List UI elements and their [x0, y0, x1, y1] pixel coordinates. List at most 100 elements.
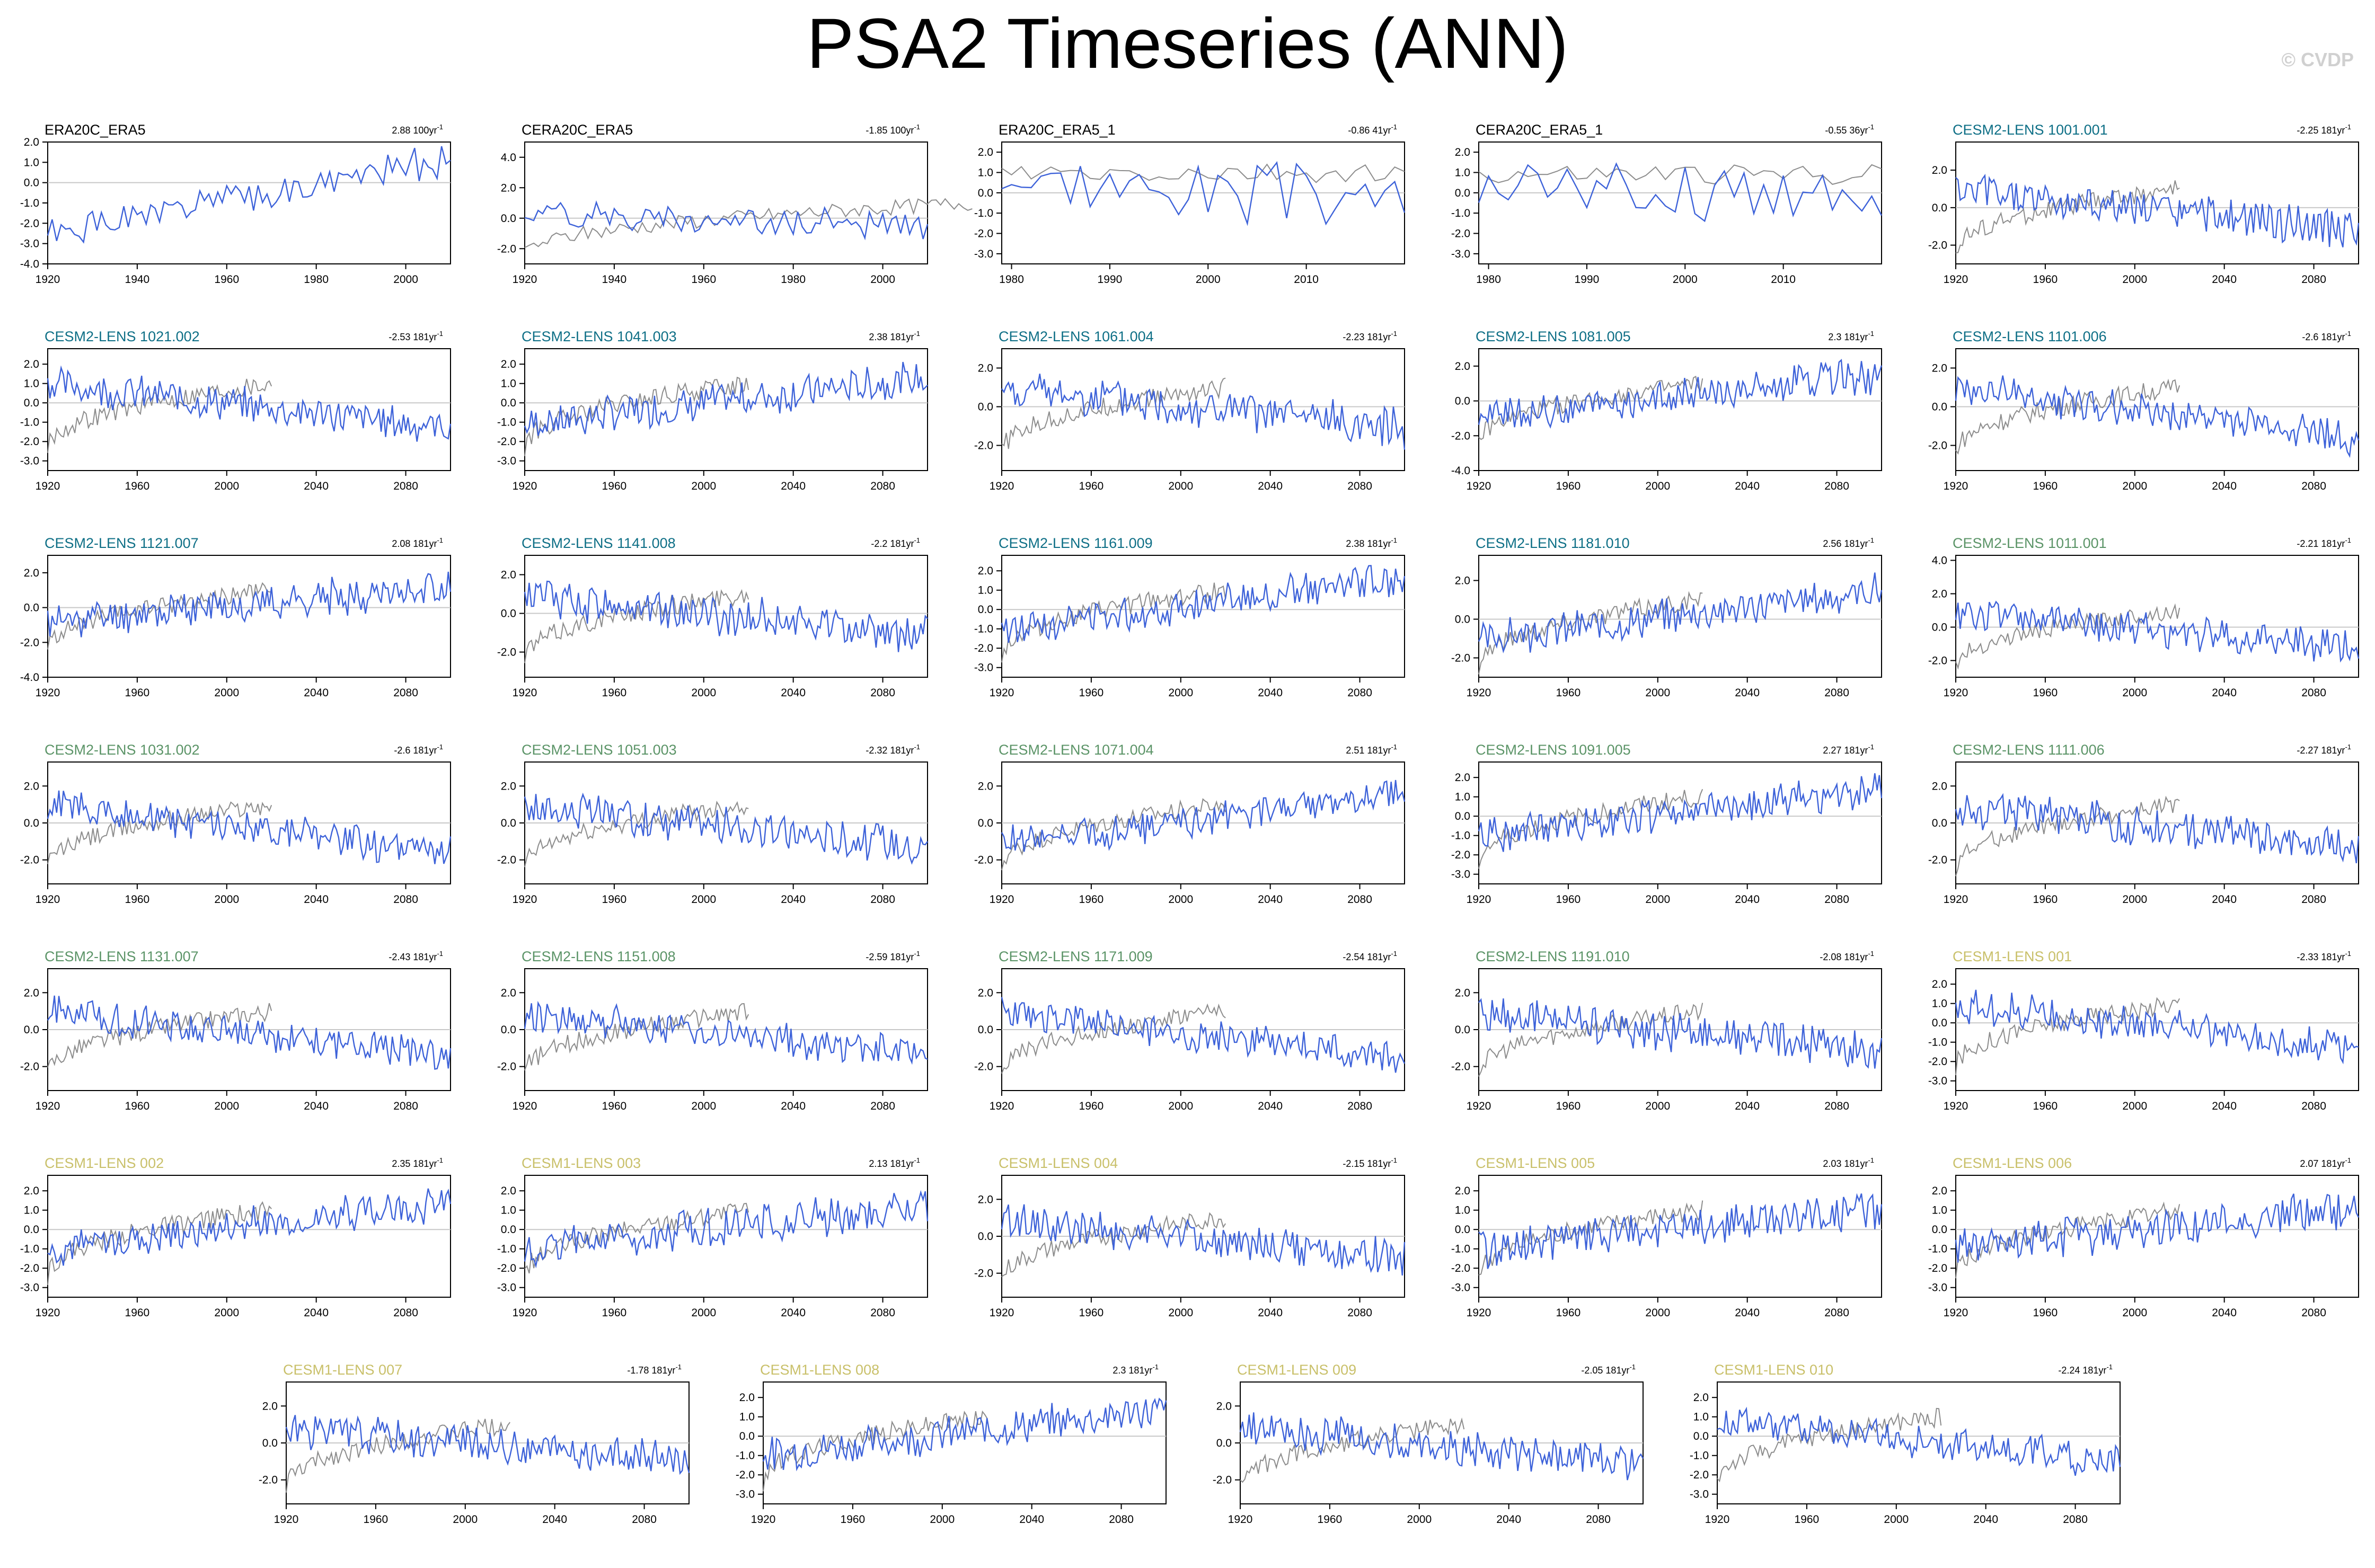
- observed-series-line: [524, 589, 749, 663]
- timeseries-panel: 2.0 1.0 0.0 -1.0 -2.0 -3.0 1920 1960 2000 2040 208…: [20, 1155, 452, 1319]
- observed-series-line: [524, 801, 749, 867]
- x-tick-label: 1960: [602, 687, 627, 699]
- y-tick-label: -2.0: [974, 1061, 993, 1073]
- model-series-line: [1955, 600, 2360, 663]
- x-tick-label: 1960: [1795, 1513, 1820, 1526]
- y-tick-label: 2.0: [1455, 772, 1470, 784]
- y-tick-label: -1.0: [20, 1243, 39, 1255]
- panel-title: CERA20C_ERA5_1: [1476, 122, 1603, 138]
- plot-frame: [1478, 1175, 1882, 1298]
- y-tick-label: 2.0: [24, 136, 39, 148]
- panel-title: ERA20C_ERA5_1: [999, 122, 1116, 138]
- x-tick-label: 1920: [36, 480, 60, 492]
- y-tick-label: -4.0: [20, 671, 39, 684]
- y-tick-label: 2.0: [1932, 1185, 1947, 1197]
- x-tick-label: 1960: [125, 480, 150, 492]
- x-tick-label: 2080: [2063, 1513, 2088, 1526]
- trend-label: 2.38 181yr-1: [1346, 536, 1397, 549]
- y-tick-label: 2.0: [739, 1392, 755, 1404]
- y-tick-label: 2.0: [24, 567, 39, 579]
- x-tick-label: 1940: [602, 273, 627, 286]
- y-tick-label: -3.0: [1451, 869, 1470, 881]
- panel-title: CESM2-LENS 1081.005: [1476, 329, 1631, 344]
- x-tick-label: 2000: [1645, 893, 1670, 906]
- x-tick-label: 1920: [1944, 1307, 1968, 1319]
- y-tick-label: 0.0: [262, 1437, 278, 1449]
- y-tick-label: 2.0: [501, 358, 516, 370]
- trend-label: 2.27 181yr-1: [1823, 743, 1874, 756]
- model-series-line: [1955, 989, 2359, 1065]
- x-tick-label: 2000: [870, 273, 895, 286]
- timeseries-panel: 2.0 0.0 -2.0 1920 1960 2000 2040 2080 CESM2-LENS…: [1451, 535, 1883, 699]
- panel-title: CESM2-LENS 1011.001: [1953, 535, 2107, 551]
- y-tick-label: -2.0: [497, 1262, 516, 1274]
- panel-title: CESM2-LENS 1191.010: [1476, 949, 1630, 964]
- panel-title: CESM1-LENS 003: [522, 1155, 641, 1171]
- observed-series-line: [1001, 377, 1226, 449]
- y-tick-label: 1.0: [978, 167, 993, 179]
- trend-label: 2.07 181yr-1: [2300, 1156, 2351, 1169]
- x-tick-label: 1960: [2033, 1307, 2058, 1319]
- x-tick-label: 1920: [1467, 1100, 1491, 1112]
- x-tick-label: 2000: [691, 893, 716, 906]
- panel-title: CESM2-LENS 1141.008: [522, 535, 676, 551]
- y-tick-label: 2.0: [1455, 146, 1470, 158]
- x-tick-label: 1920: [1705, 1513, 1730, 1526]
- y-tick-label: 2.0: [978, 565, 993, 577]
- panel-title: CESM2-LENS 1131.007: [45, 949, 199, 964]
- observed-series-line: [524, 1202, 749, 1274]
- model-series-line: [524, 200, 929, 241]
- plot-frame: [47, 1175, 451, 1298]
- y-tick-label: -2.0: [1928, 1056, 1947, 1068]
- trend-label: 2.51 181yr-1: [1346, 743, 1397, 756]
- x-tick-label: 2080: [1824, 893, 1849, 906]
- model-series-line: [524, 361, 928, 436]
- y-tick-label: -2.0: [1451, 228, 1470, 240]
- x-tick-label: 2040: [1735, 1100, 1760, 1112]
- panel-title: CESM1-LENS 005: [1476, 1155, 1595, 1171]
- model-series-line: [1001, 1204, 1406, 1276]
- x-tick-label: 2000: [1168, 893, 1193, 906]
- timeseries-panel: 2.0 1.0 0.0 -1.0 -2.0 -3.0 1920 1960 2000 2040 208…: [20, 329, 452, 492]
- x-tick-label: 2000: [2122, 273, 2147, 286]
- panel-title: CESM2-LENS 1181.010: [1476, 535, 1630, 551]
- trend-label: -2.05 181yr-1: [1581, 1363, 1636, 1376]
- y-tick-label: 0.0: [1455, 1024, 1470, 1036]
- x-tick-label: 1920: [990, 687, 1014, 699]
- x-tick-label: 1920: [1467, 1307, 1491, 1319]
- y-tick-label: -3.0: [736, 1489, 755, 1501]
- y-tick-label: 2.0: [1455, 1185, 1470, 1197]
- y-tick-label: -2.0: [974, 1268, 993, 1280]
- trend-label: 2.08 181yr-1: [392, 536, 443, 549]
- timeseries-panel: 2.0 1.0 0.0 -1.0 -2.0 -3.0 1980 1990 2000 2010 ERA…: [974, 122, 1406, 286]
- x-tick-label: 2000: [1407, 1513, 1432, 1526]
- model-series-line: [1478, 1193, 1883, 1269]
- model-series-line: [524, 1000, 928, 1065]
- y-tick-label: -2.0: [497, 1061, 516, 1073]
- trend-label: -2.43 181yr-1: [389, 950, 443, 962]
- observed-series-line: [1478, 591, 1703, 675]
- trend-label: -2.27 181yr-1: [2297, 743, 2351, 756]
- y-tick-label: 2.0: [24, 1185, 39, 1197]
- observed-series-line: [47, 1201, 272, 1285]
- x-tick-label: 2000: [1168, 687, 1193, 699]
- y-tick-label: 0.0: [1932, 817, 1947, 829]
- timeseries-panel: 2.0 0.0 -2.0 1920 1960 2000 2040 2080 CESM2-LENS…: [497, 535, 928, 699]
- x-tick-label: 2000: [2122, 480, 2147, 492]
- x-tick-label: 2080: [870, 687, 895, 699]
- observed-series-line: [524, 376, 749, 456]
- trend-label: 2.03 181yr-1: [1823, 1156, 1874, 1169]
- x-tick-label: 2080: [1824, 1100, 1849, 1112]
- panel-title: CESM2-LENS 1001.001: [1953, 122, 2108, 138]
- y-tick-label: -1.0: [1451, 207, 1470, 219]
- x-tick-label: 2080: [1109, 1513, 1134, 1526]
- x-tick-label: 2040: [1258, 1100, 1283, 1112]
- timeseries-panel: 2.0 0.0 -2.0 1920 1960 2000 2040 2080 CESM2-LENS…: [974, 949, 1406, 1112]
- y-tick-label: -3.0: [1451, 1282, 1470, 1294]
- model-series-line: [1478, 998, 1883, 1069]
- x-tick-label: 1960: [1556, 893, 1581, 906]
- y-tick-label: 1.0: [1693, 1411, 1709, 1423]
- panel-title: ERA20C_ERA5: [45, 122, 146, 138]
- y-tick-label: -3.0: [974, 662, 993, 674]
